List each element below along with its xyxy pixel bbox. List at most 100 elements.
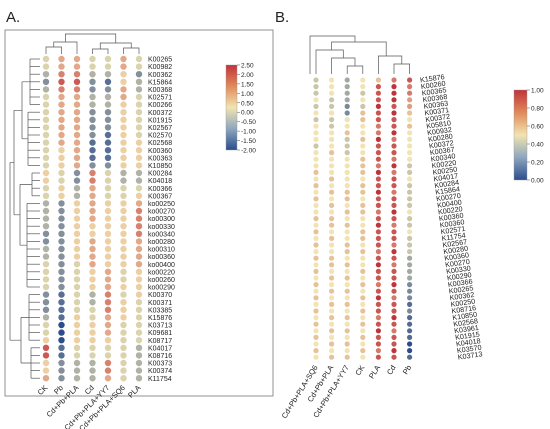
heatmap-a-cell [89, 337, 96, 344]
colorbar-b-tick: 1.00 [531, 88, 544, 95]
heatmap-a-cell [104, 139, 112, 146]
panel-b-row-labels: K15876K00260K00365K00368K00363K00371K003… [419, 72, 483, 362]
heatmap-b-cell [329, 328, 335, 334]
heatmap-a-cell [73, 223, 81, 230]
heatmap-a-cell [73, 245, 81, 253]
heatmap-a-cell [120, 245, 127, 253]
colorbar-b-tick: 0.60 [531, 124, 544, 131]
row-label-a: K00360 [148, 148, 172, 155]
heatmap-b-cell [313, 262, 319, 268]
row-label-b: K15864 [435, 184, 461, 196]
row-label-a: K00371 [148, 300, 172, 307]
heatmap-a-cell [58, 215, 65, 222]
heatmap-b-cell [407, 176, 413, 182]
heatmap-a-cell [135, 86, 143, 93]
heatmap-b-cell [375, 123, 381, 129]
heatmap-a-cell [42, 101, 50, 108]
heatmap-b-cell [344, 123, 350, 129]
heatmap-a-cell [73, 124, 81, 131]
heatmap-a-cell [89, 314, 96, 321]
heatmap-a-cell [42, 154, 50, 161]
heatmap-b-cell [407, 268, 413, 274]
row-label-a: ko00280 [148, 239, 175, 246]
heatmap-a-cell [135, 352, 143, 359]
heatmap-a-cell [135, 192, 143, 199]
heatmap-b-cell [375, 268, 381, 274]
row-label-b: K00367 [429, 145, 455, 157]
heatmap-a-cell [104, 177, 112, 184]
heatmap-b-cell [313, 341, 319, 347]
heatmap-b-cell [407, 163, 413, 169]
heatmap-b-cell [329, 143, 335, 149]
heatmap-a-cell [42, 276, 50, 283]
heatmap-a-cell [73, 109, 81, 116]
heatmap-a-cell [58, 223, 65, 230]
heatmap-b-cell [329, 77, 335, 83]
heatmap-a-cell [104, 86, 112, 93]
heatmap-b-cell [344, 183, 350, 189]
panel-a-row-labels: K00265K00982K00362K15864K00368K02571K002… [148, 57, 175, 383]
heatmap-b-cell [407, 354, 413, 360]
heatmap-a-cell [58, 314, 65, 321]
row-label-a: ko00300 [148, 216, 175, 223]
heatmap-a-cell [73, 321, 81, 329]
heatmap-b-cell [344, 209, 350, 215]
heatmap-b-cell [329, 189, 335, 195]
heatmap-a-cell [73, 162, 81, 169]
heatmap-b-cell [313, 249, 319, 255]
colorbar-a-tick: -1.50 [241, 138, 256, 145]
heatmap-a-cell [120, 154, 127, 161]
heatmap-a-cell [73, 299, 81, 306]
heatmap-b-cell [329, 282, 335, 288]
heatmap-b-cell [329, 235, 335, 241]
heatmap-a-cell [42, 367, 50, 374]
heatmap-a-cell [135, 147, 143, 154]
heatmap-b-cell [360, 150, 366, 156]
heatmap-a-cell [58, 375, 65, 382]
heatmap-b-cell [360, 84, 366, 90]
heatmap-b-cell [313, 189, 319, 195]
heatmap-a-cell [58, 230, 65, 237]
heatmap-b-cell [344, 136, 350, 142]
heatmap-a-cell [42, 375, 50, 382]
heatmap-a-cell [58, 299, 65, 306]
heatmap-b-cell [391, 216, 397, 222]
heatmap-b-cell [407, 110, 413, 116]
colorbar-a-tick: 2.50 [241, 63, 254, 70]
row-label-b: K04017 [433, 171, 459, 183]
heatmap-a-cell [120, 337, 127, 344]
row-label-b: K05810 [426, 118, 452, 130]
heatmap-a-cell [135, 169, 143, 177]
panel-a-frame [4, 29, 274, 397]
heatmap-a-cell [135, 63, 143, 70]
heatmap-a-cell [42, 185, 50, 192]
heatmap-b-cell [391, 84, 397, 90]
heatmap-a-cell [104, 147, 112, 154]
heatmap-a-cell [120, 177, 127, 184]
heatmap-a-cell [120, 367, 127, 374]
heatmap-a-cell [104, 375, 112, 382]
row-label-b: K02568 [453, 316, 479, 328]
heatmap-b-cell [360, 229, 366, 235]
heatmap-b-cell [344, 262, 350, 268]
heatmap-b-cell [375, 183, 381, 189]
heatmap-a-cell [135, 375, 143, 382]
heatmap-a-cell [135, 162, 143, 169]
heatmap-a-cell [58, 245, 65, 253]
heatmap-b-cell [329, 229, 335, 235]
heatmap-b-cell [407, 315, 413, 321]
row-label-b: K10850 [452, 310, 478, 322]
heatmap-a-cell [73, 337, 81, 344]
heatmap-b-cell [313, 163, 319, 169]
heatmap-a-cell [120, 223, 127, 230]
row-label-b: K00360 [439, 217, 465, 229]
heatmap-a-cell [89, 253, 96, 260]
heatmap-a-cell [58, 162, 65, 169]
row-label-a: K00374 [148, 368, 172, 375]
heatmap-b-cell [407, 183, 413, 189]
heatmap-a-cell [89, 299, 96, 306]
heatmap-b-cell [391, 169, 397, 175]
row-label-b: K00280 [443, 244, 469, 256]
heatmap-a-cell [58, 63, 65, 70]
